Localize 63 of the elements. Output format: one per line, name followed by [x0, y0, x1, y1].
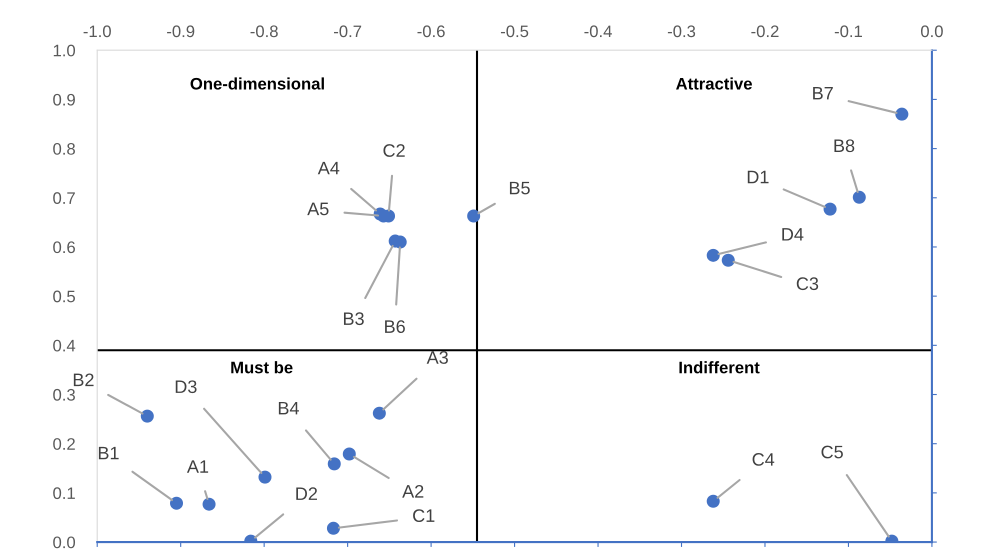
x-tick-label: -0.1 — [834, 25, 862, 38]
annotation: D3 — [176, 380, 197, 394]
x-tick-label: -0.7 — [334, 25, 362, 38]
point — [824, 202, 837, 216]
point — [170, 496, 184, 510]
y-tick-label: 0.4 — [53, 340, 76, 352]
annotation: B6 — [385, 320, 405, 334]
annotation: B2 — [74, 373, 94, 386]
annotation: D4 — [782, 228, 804, 241]
annotation: A4 — [318, 162, 340, 174]
annotation: C1 — [413, 509, 434, 522]
annotation: B5 — [510, 182, 530, 194]
point — [852, 190, 866, 204]
x-tick-label: 0.0 — [920, 25, 943, 38]
point — [202, 498, 216, 511]
annotation: C5 — [822, 446, 843, 458]
x-tick-label: -0.3 — [668, 25, 696, 38]
y-tick-label: 0.7 — [53, 192, 75, 204]
annotation: C3 — [796, 277, 818, 290]
x-tick-label: -0.9 — [167, 25, 194, 38]
point — [372, 406, 386, 420]
y-tick-label: 0.5 — [53, 290, 75, 302]
y-tick-label: 0.8 — [53, 143, 75, 155]
annotation: B4 — [278, 402, 299, 414]
annotation: B8 — [834, 139, 854, 152]
y-tick-label: 1.0 — [54, 44, 76, 56]
x-tick-label: -0.6 — [417, 25, 445, 38]
y-tick-label: 0.2 — [53, 438, 75, 450]
y-tick-label: 0.1 — [53, 487, 75, 500]
annotation: B3 — [344, 312, 364, 326]
point — [722, 254, 735, 267]
x-tick-label: -0.4 — [584, 25, 612, 38]
point — [467, 209, 480, 222]
annotation: One-dimensional — [190, 77, 324, 90]
annotation: D2 — [296, 487, 317, 500]
annotation: Indifferent — [679, 361, 760, 374]
point — [342, 448, 356, 461]
annotation: A3 — [426, 351, 448, 364]
point — [895, 108, 908, 121]
y-tick-label: 0.3 — [53, 388, 75, 401]
annotation: A2 — [402, 484, 424, 498]
annotation: Must be — [231, 361, 293, 374]
y-tick-label: 0.6 — [53, 241, 75, 254]
point — [326, 522, 340, 535]
y-tick-label: 0.9 — [53, 94, 75, 106]
annotation: C2 — [383, 144, 405, 157]
annotation: A5 — [307, 202, 329, 216]
annotation: B1 — [98, 446, 119, 460]
annotation: D1 — [748, 170, 769, 184]
annotation: C4 — [752, 453, 774, 466]
x-tick-label: -0.2 — [751, 25, 778, 38]
annotation: B7 — [813, 86, 833, 100]
annotation: Attractive — [676, 77, 752, 90]
point — [140, 410, 154, 423]
point — [706, 248, 720, 262]
point — [706, 494, 720, 508]
point — [258, 470, 272, 484]
point — [328, 457, 341, 470]
x-tick-label: -0.8 — [250, 25, 278, 38]
annotation: A1 — [186, 460, 208, 473]
y-tick-label: 0.0 — [53, 536, 76, 548]
x-tick-label: -1.0 — [84, 25, 111, 38]
x-tick-label: -0.5 — [500, 25, 528, 38]
